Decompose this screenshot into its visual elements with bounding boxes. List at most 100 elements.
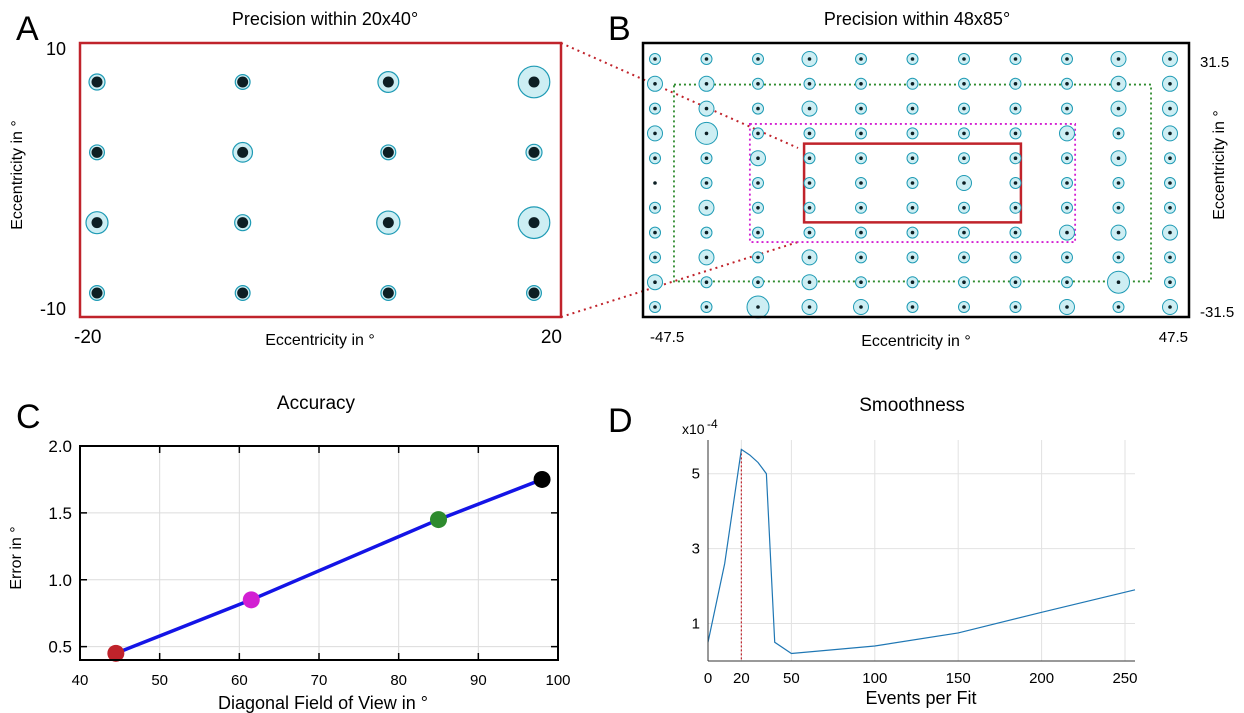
precision-dot	[859, 255, 863, 260]
precision-dot	[910, 255, 915, 260]
panel-d-series	[707, 448, 1136, 661]
panel-c-xlabel: Diagonal Field of View in °	[218, 693, 428, 713]
precision-dot	[1116, 131, 1121, 136]
y-tick-label: 5	[692, 466, 700, 483]
precision-dot	[653, 156, 657, 160]
precision-dot	[1116, 206, 1121, 210]
y-tick-label: 3	[692, 541, 700, 558]
precision-dot	[1116, 106, 1121, 111]
panel-d: D Smoothness x10 -4 0 20 50 100 150 200 250 1 3 5…	[608, 395, 1138, 708]
y-tick-label: 1.5	[48, 504, 72, 523]
precision-dot	[910, 131, 915, 136]
precision-dot	[1065, 82, 1069, 86]
precision-dot	[962, 156, 966, 160]
precision-dot	[859, 131, 863, 136]
precision-dot	[962, 57, 966, 61]
precision-dot	[653, 305, 657, 309]
x-tick-label: 150	[946, 670, 971, 687]
x-tick-label: 90	[470, 672, 487, 689]
precision-dot	[807, 255, 812, 260]
x-tick-label: 100	[545, 672, 570, 689]
panel-a-title: Precision within 20x40°	[232, 9, 418, 29]
precision-dot	[910, 206, 915, 210]
precision-dot	[653, 255, 657, 260]
precision-dot	[704, 82, 709, 86]
panel-d-grid	[708, 440, 1135, 661]
panel-b: B Precision within 48x85° 31.5 -31.5 -47…	[608, 9, 1234, 350]
precision-dot	[1013, 156, 1018, 160]
panel-b-title: Precision within 48x85°	[824, 9, 1010, 29]
precision-dot	[910, 230, 915, 235]
panel-d-ticks: 0 20 50 100 150 200 250 1 3 5	[692, 466, 1138, 687]
precision-dot	[910, 156, 915, 160]
precision-dot	[1168, 280, 1172, 285]
panel-c-series	[107, 470, 551, 662]
precision-dot	[1013, 57, 1018, 61]
precision-dot	[704, 206, 709, 210]
precision-dot	[807, 106, 812, 111]
precision-dot	[704, 305, 709, 309]
precision-dot	[807, 206, 812, 210]
x-tick-label: 80	[390, 672, 407, 689]
precision-dot	[91, 146, 103, 158]
precision-dot	[962, 131, 966, 136]
precision-dot	[807, 131, 812, 136]
precision-dot	[653, 57, 657, 61]
precision-dot	[962, 305, 966, 309]
precision-dot	[1116, 305, 1121, 309]
panel-c-letter: C	[16, 398, 41, 436]
precision-dot	[807, 305, 812, 309]
precision-dot	[1116, 230, 1121, 235]
precision-dot	[1168, 305, 1172, 309]
precision-dot	[382, 76, 394, 88]
precision-dot	[807, 280, 812, 285]
precision-dot	[910, 181, 915, 185]
precision-dot	[859, 230, 863, 235]
precision-dot	[910, 57, 915, 61]
precision-dot	[528, 76, 540, 88]
x-tick-label: 200	[1029, 670, 1054, 687]
precision-dot	[756, 82, 760, 86]
precision-dot	[910, 106, 915, 111]
precision-dot	[382, 287, 394, 299]
precision-dot	[1013, 131, 1018, 136]
precision-dot	[1013, 106, 1018, 111]
panel-d-exponent-base: x10	[682, 421, 705, 437]
precision-dot	[1065, 131, 1069, 136]
precision-dot	[704, 280, 709, 285]
y-tick-label: 0.5	[48, 638, 72, 657]
precision-dot	[91, 76, 103, 88]
precision-dot	[1013, 280, 1018, 285]
x-tick-label: 0	[704, 670, 712, 687]
panel-c-frame	[79, 445, 559, 661]
precision-dot	[1065, 280, 1069, 285]
x-tick-label: 60	[231, 672, 248, 689]
x-tick-label: 50	[783, 670, 800, 687]
precision-dot	[1168, 230, 1172, 235]
precision-dot	[859, 106, 863, 111]
accuracy-marker	[107, 644, 125, 662]
panel-a-ytick-top: 10	[46, 39, 66, 59]
precision-dot	[704, 106, 709, 111]
precision-dot	[528, 217, 540, 229]
precision-dot	[1168, 206, 1172, 210]
panel-a-points	[85, 65, 551, 302]
panel-b-frame	[641, 41, 1191, 319]
precision-dot	[1116, 82, 1121, 86]
precision-dot	[859, 305, 863, 309]
panel-a-frame	[78, 41, 563, 319]
x-tick-label: 100	[862, 670, 887, 687]
precision-dot	[653, 106, 657, 111]
precision-dot	[859, 280, 863, 285]
y-tick-label: 1	[692, 616, 700, 633]
precision-dot	[1065, 156, 1069, 160]
precision-dot	[962, 206, 966, 210]
precision-dot	[807, 230, 812, 235]
region-magenta	[748, 123, 1077, 243]
precision-dot	[1065, 57, 1069, 61]
precision-dot	[807, 57, 812, 61]
precision-dot	[1013, 255, 1018, 260]
precision-dot	[756, 305, 760, 309]
precision-dot	[528, 287, 540, 299]
precision-dot	[859, 206, 863, 210]
